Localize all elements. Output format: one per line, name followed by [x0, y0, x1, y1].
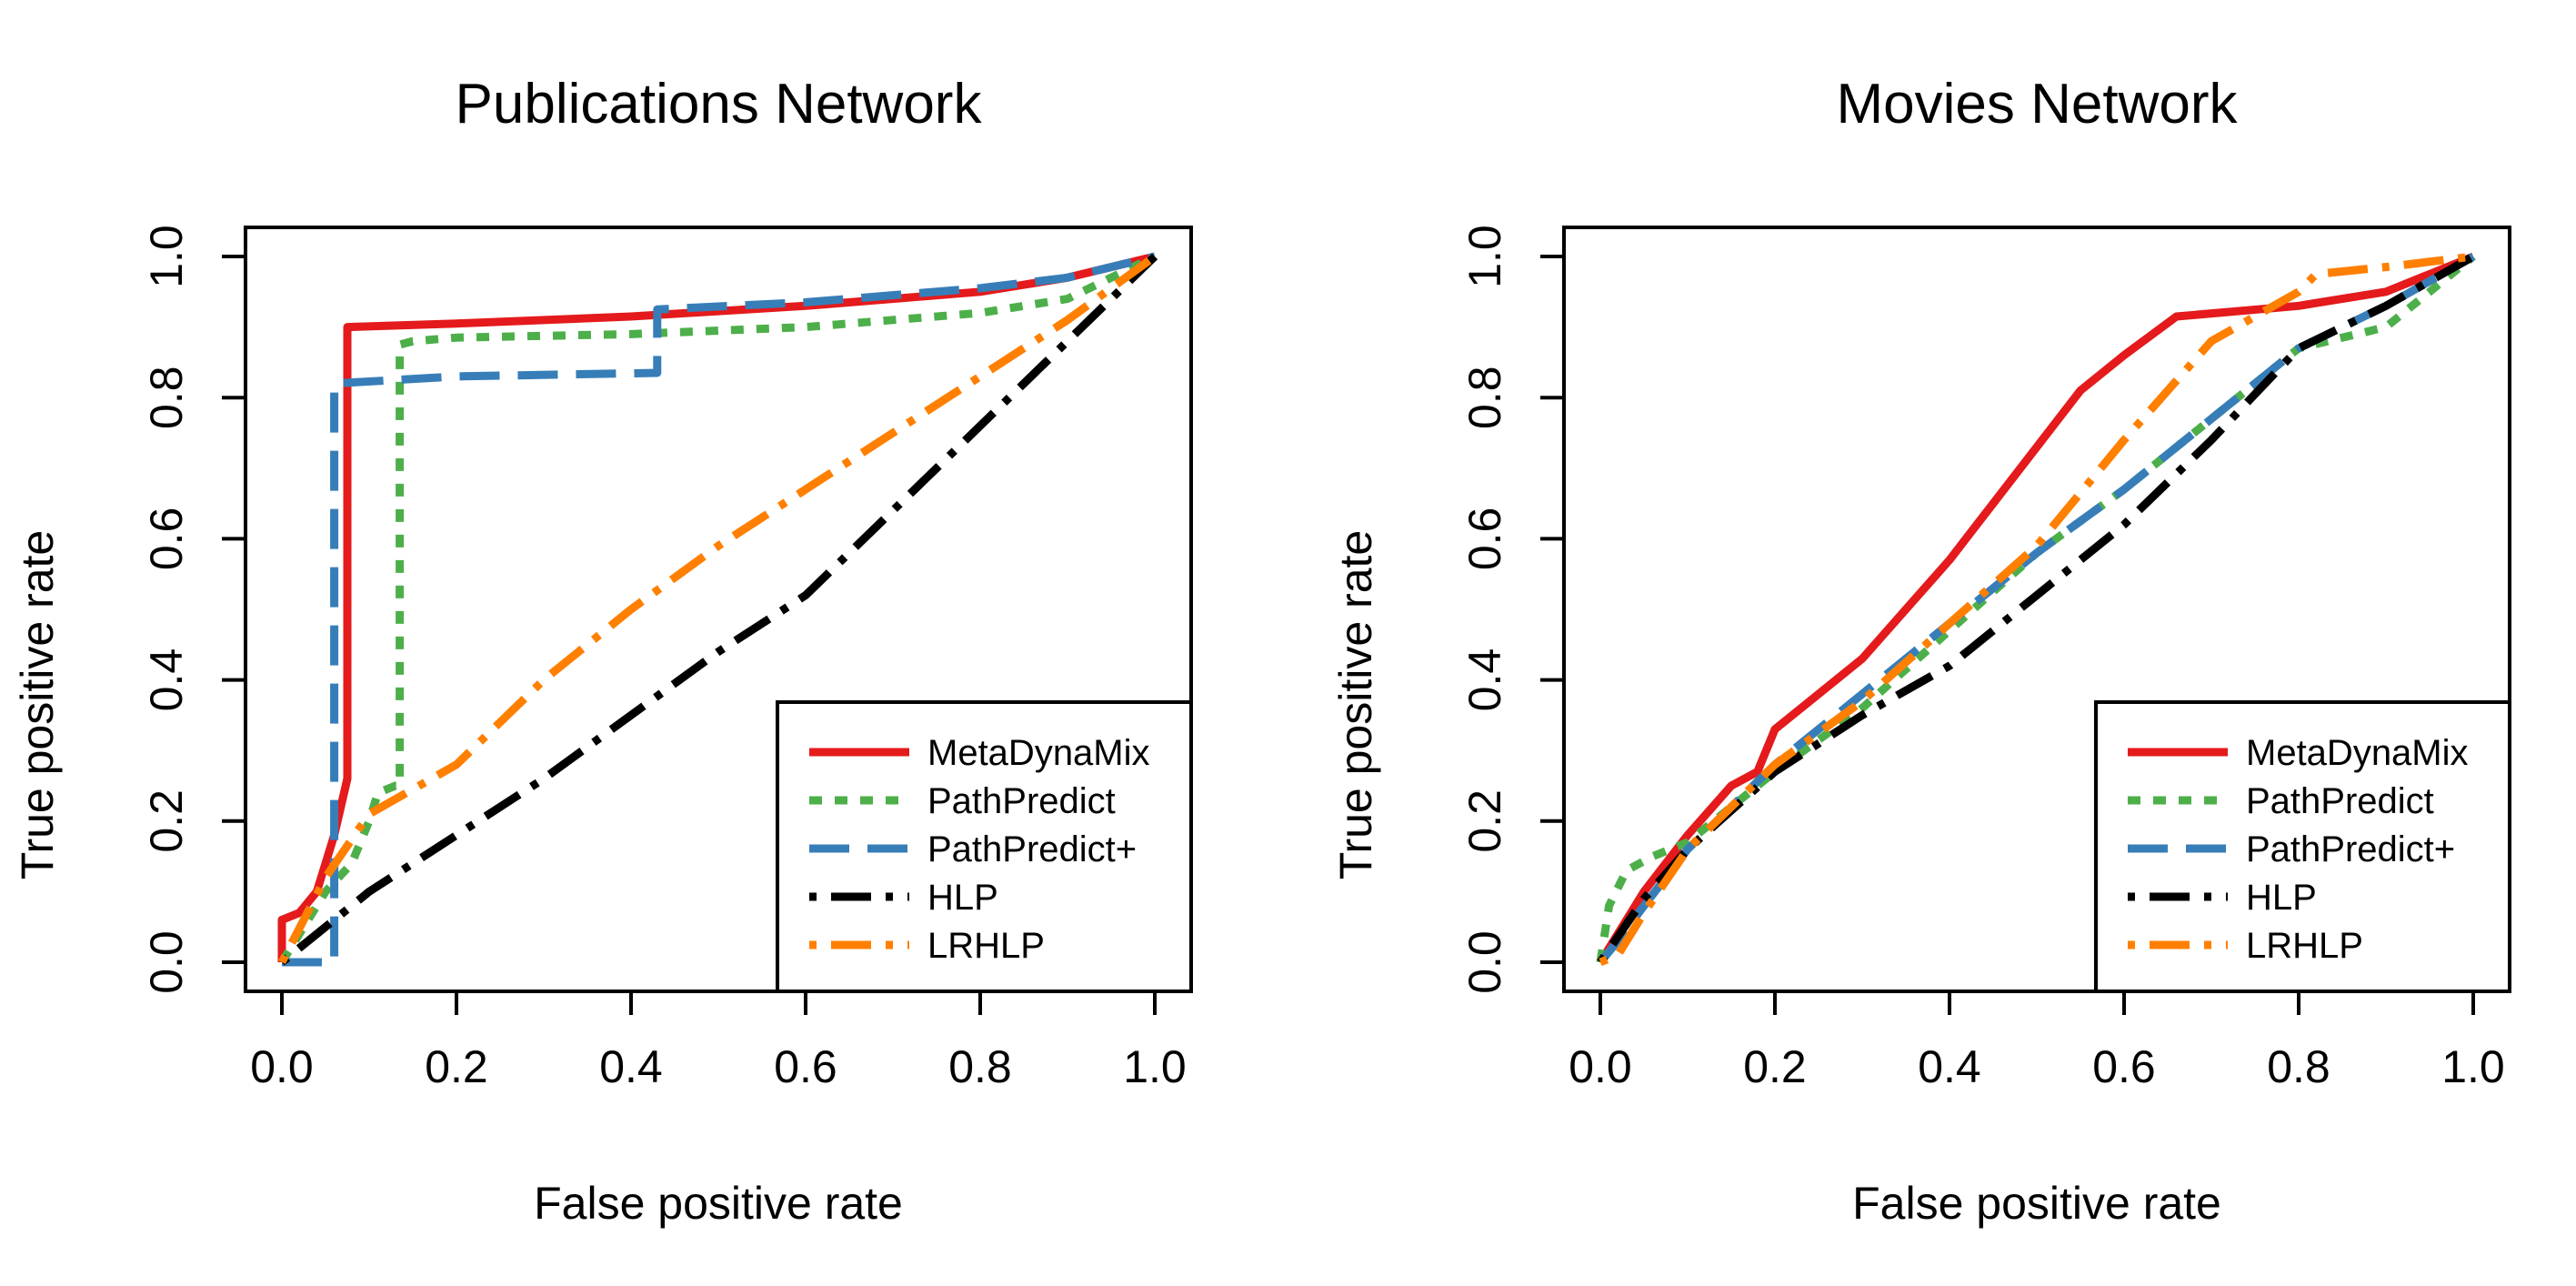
y-tick-label: 0.8 — [141, 366, 192, 429]
y-ticks: 0.0 0.2 0.4 0.6 0.8 1.0 — [141, 225, 246, 994]
x-tick-label: 1.0 — [2441, 1041, 2505, 1092]
chart-title: Publications Network — [456, 73, 983, 136]
legend-label: MetaDynaMix — [2246, 733, 2469, 773]
y-tick-label: 0.4 — [141, 648, 192, 712]
legend-label: PathPredict — [927, 781, 1116, 821]
x-axis-label: False positive rate — [1852, 1178, 2221, 1229]
x-ticks: 0.0 0.2 0.4 0.6 0.8 1.0 — [1569, 991, 2505, 1092]
series-lines — [277, 252, 1158, 967]
legend: MetaDynaMix PathPredict PathPredict+ HLP LRH… — [2094, 700, 2511, 993]
legend-label: HLP — [927, 878, 998, 918]
series-line-pathpredict — [278, 252, 1157, 965]
y-tick-label: 0.6 — [141, 507, 192, 571]
y-tick-label: 0.0 — [141, 930, 192, 994]
publications-network-panel: Publications Network False positive rate… — [12, 73, 1193, 1229]
legend-label: MetaDynaMix — [927, 733, 1150, 773]
movies-network-panel: Movies Network False positive rate True … — [1330, 73, 2511, 1229]
y-axis-label: True positive rate — [1330, 530, 1381, 879]
series-line-pathpredict — [1596, 253, 2476, 963]
legend-label: PathPredict+ — [2246, 829, 2455, 869]
x-tick-label: 0.4 — [1918, 1041, 1981, 1092]
legend-label: PathPredict+ — [927, 829, 1137, 869]
x-tick-label: 0.8 — [948, 1041, 1012, 1092]
chart-title: Movies Network — [1837, 73, 2239, 136]
x-tick-label: 0.6 — [2092, 1041, 2156, 1092]
y-tick-label: 0.0 — [1459, 930, 1510, 994]
y-axis-label: True positive rate — [12, 530, 63, 879]
y-tick-label: 0.4 — [1459, 648, 1510, 712]
y-ticks: 0.0 0.2 0.4 0.6 0.8 1.0 — [1459, 225, 1564, 994]
y-tick-label: 0.6 — [1459, 507, 1510, 571]
x-tick-label: 0.0 — [1569, 1041, 1632, 1092]
x-tick-label: 0.6 — [774, 1041, 837, 1092]
y-tick-label: 0.2 — [1459, 789, 1510, 853]
x-tick-label: 0.8 — [2267, 1041, 2330, 1092]
x-ticks: 0.0 0.2 0.4 0.6 0.8 1.0 — [250, 991, 1187, 1092]
legend: MetaDynaMix PathPredict PathPredict+ HLP LRH… — [776, 700, 1193, 993]
x-tick-label: 0.4 — [599, 1041, 663, 1092]
series-line-lrhlp — [278, 253, 1158, 965]
series-line-pathpredict-plus — [282, 252, 1157, 967]
plot-frame — [244, 226, 1193, 993]
series-line-hlp — [279, 253, 1158, 966]
legend-label: LRHLP — [2246, 926, 2363, 966]
legend-label: LRHLP — [927, 926, 1045, 966]
legend-label: PathPredict — [2246, 781, 2434, 821]
x-tick-label: 0.0 — [250, 1041, 314, 1092]
y-tick-label: 0.2 — [141, 789, 192, 853]
series-line-lrhlp — [1599, 252, 2474, 967]
y-tick-label: 0.8 — [1459, 366, 1510, 429]
series-lines — [1596, 252, 2476, 967]
y-tick-label: 1.0 — [1459, 225, 1510, 288]
x-axis-label: False positive rate — [534, 1178, 903, 1229]
x-tick-label: 1.0 — [1123, 1041, 1187, 1092]
plot-frame — [1562, 226, 2511, 993]
x-tick-label: 0.2 — [425, 1041, 488, 1092]
legend-label: HLP — [2246, 878, 2317, 918]
y-tick-label: 1.0 — [141, 225, 192, 288]
x-tick-label: 0.2 — [1743, 1041, 1807, 1092]
